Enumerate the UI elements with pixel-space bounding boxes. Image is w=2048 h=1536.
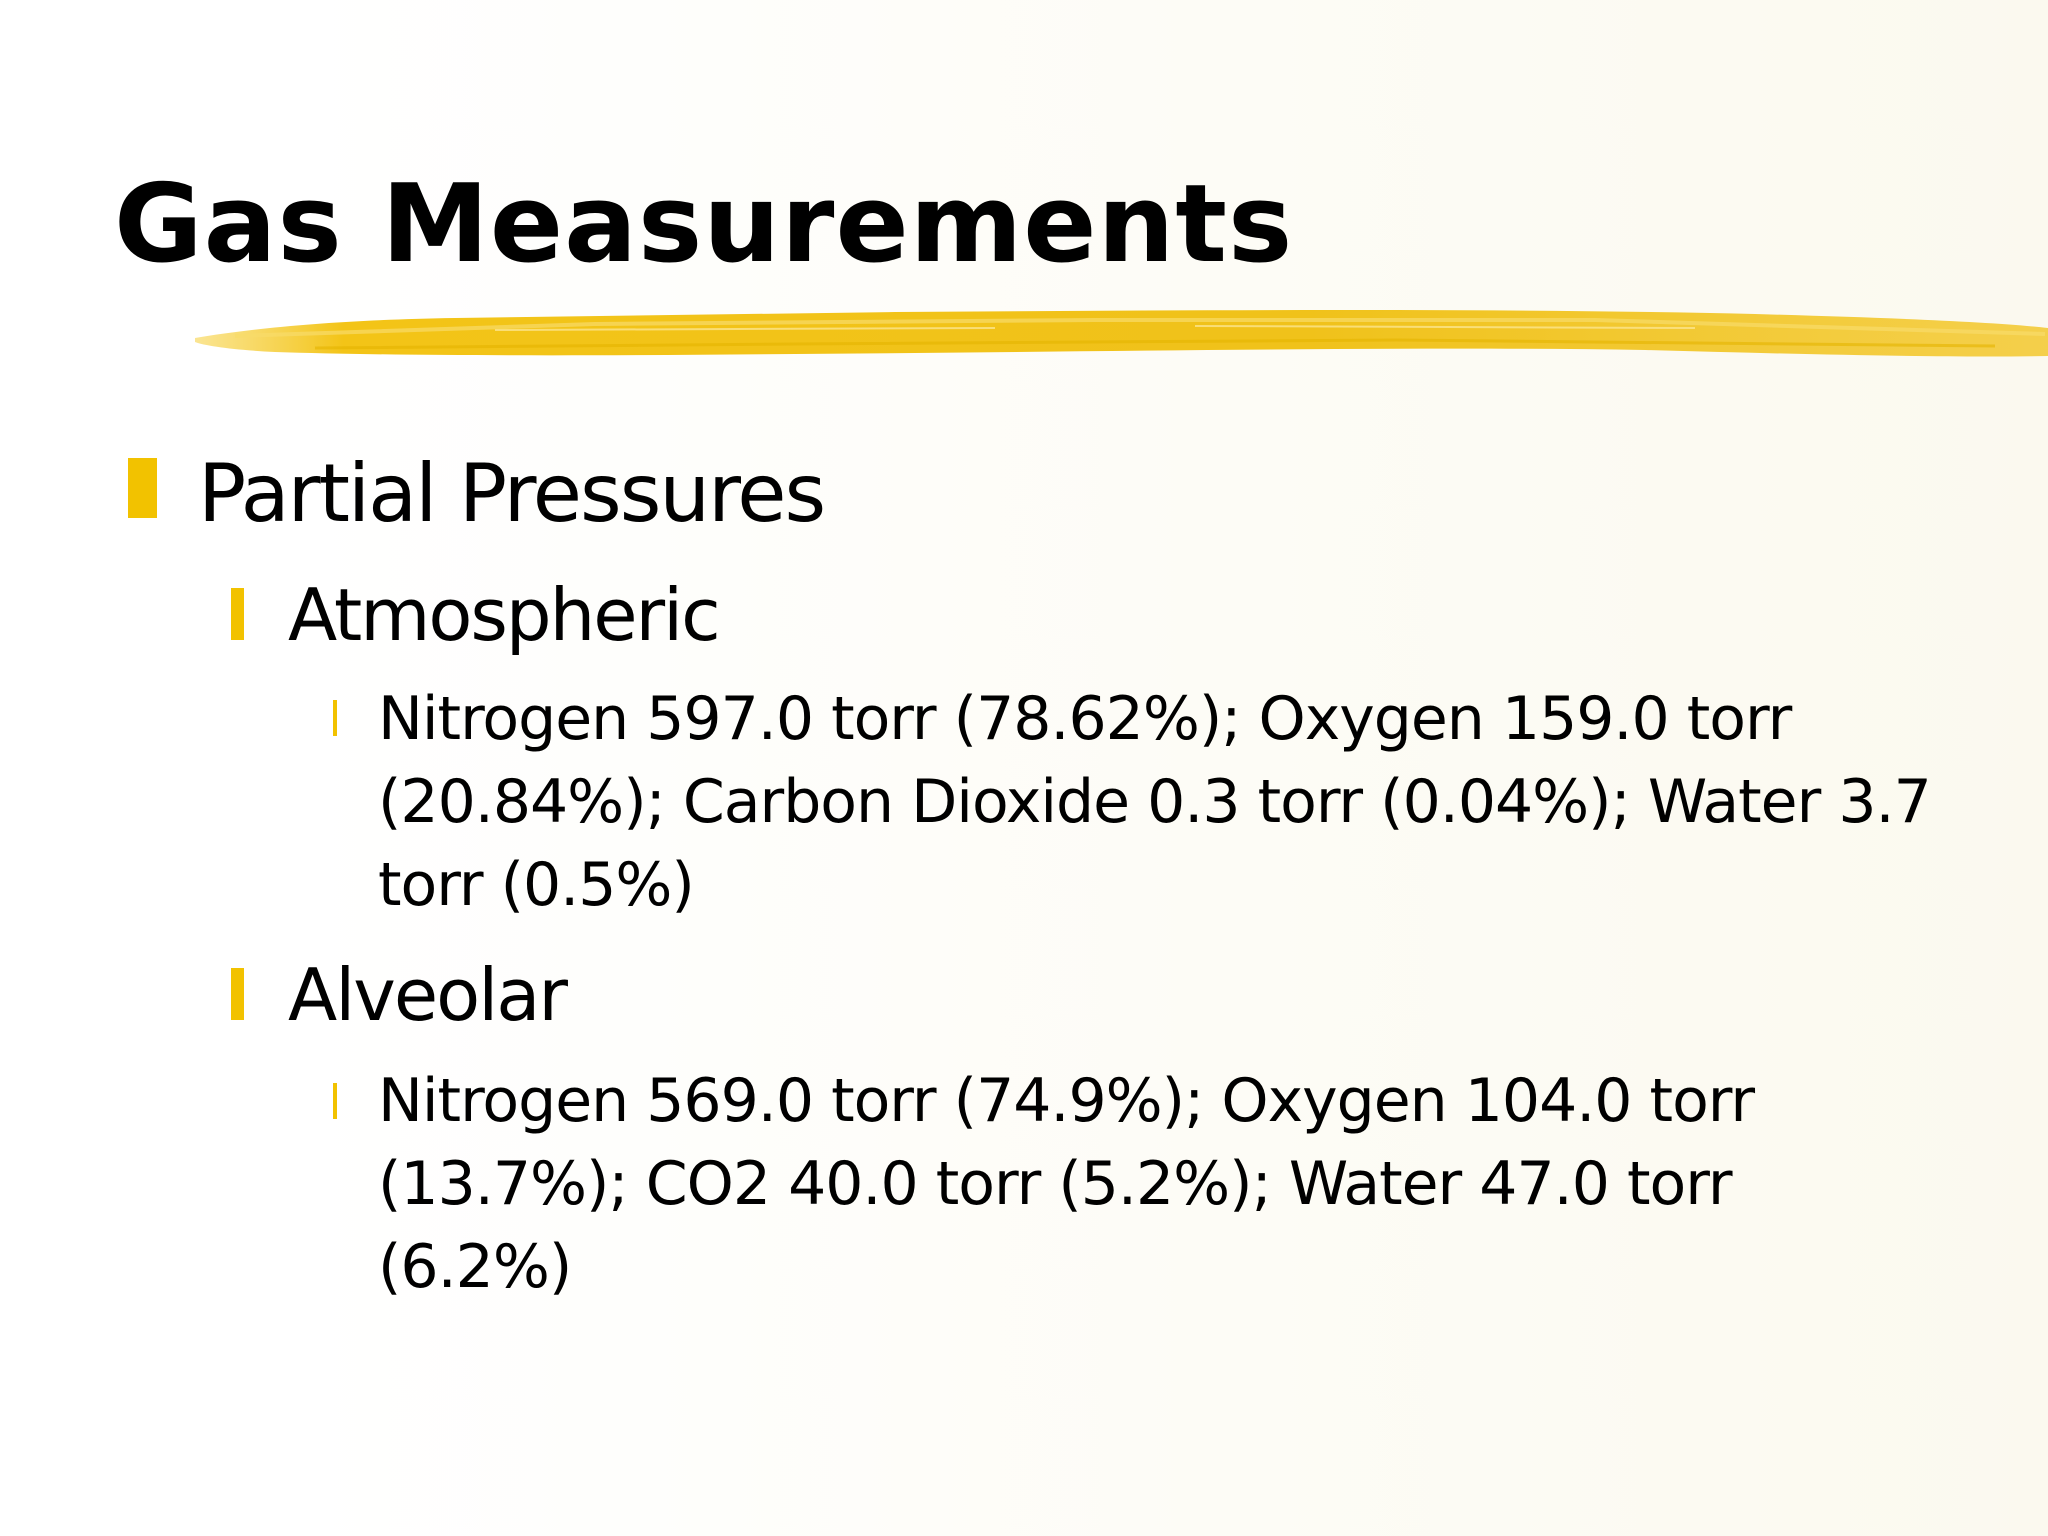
bullet-atmospheric: Atmospheric	[288, 573, 721, 657]
level3-bullet-marker	[333, 700, 337, 736]
atmospheric-gas-values: Nitrogen 597.0 torr (78.62%); Oxygen 159…	[378, 684, 1932, 920]
level2-bullet-marker	[231, 968, 244, 1020]
alveolar-gas-values: Nitrogen 569.0 torr (74.9%); Oxygen 104.…	[378, 1066, 1755, 1302]
bullet-alveolar: Alveolar	[288, 953, 568, 1037]
slide-title: Gas Measurements	[114, 162, 1294, 287]
title-underline-brushstroke	[195, 310, 2048, 357]
level1-bullet-marker	[128, 458, 157, 518]
level2-bullet-marker	[231, 588, 244, 640]
bullet-partial-pressures: Partial Pressures	[198, 447, 826, 540]
level3-bullet-marker	[333, 1083, 337, 1119]
